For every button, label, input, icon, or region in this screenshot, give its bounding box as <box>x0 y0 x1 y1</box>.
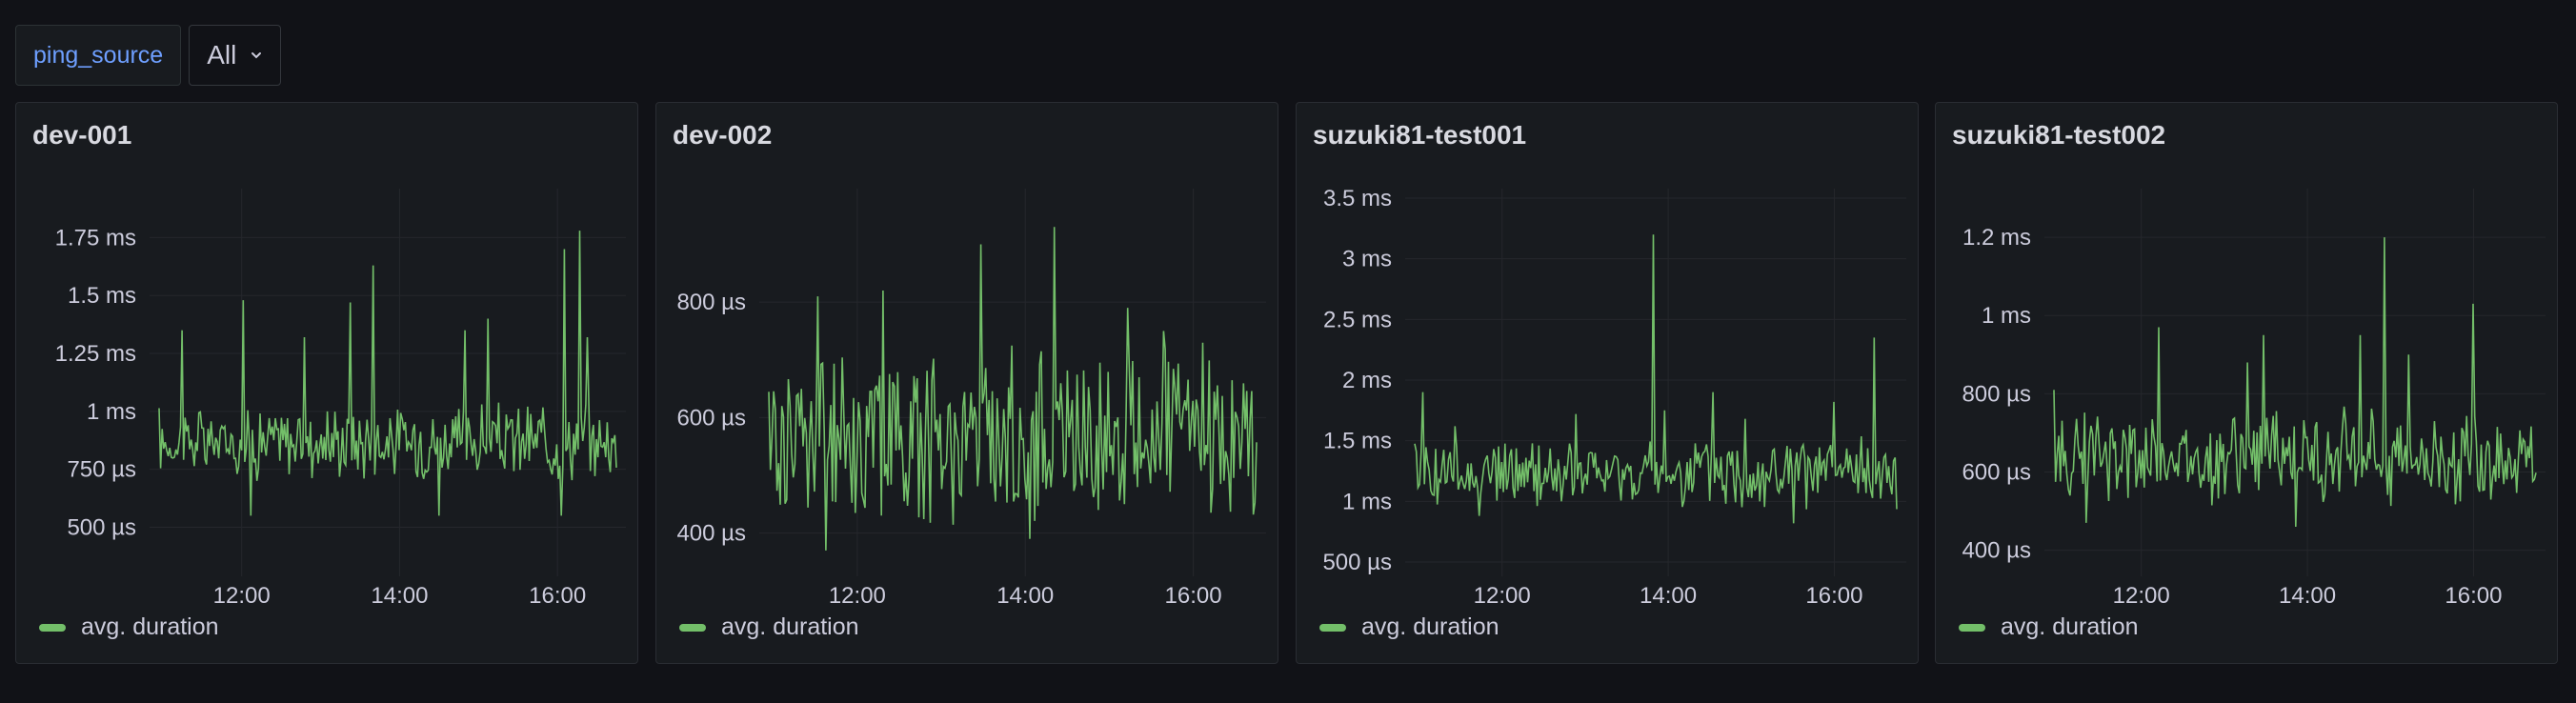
y-tick-label: 2 ms <box>1342 368 1392 393</box>
y-tick-label: 2.5 ms <box>1323 307 1392 332</box>
series-line-avg-duration[interactable] <box>768 227 1258 551</box>
variable-select-value: All <box>207 40 237 70</box>
series-line-avg-duration[interactable] <box>2053 237 2537 528</box>
legend-item[interactable]: avg. duration <box>679 613 859 641</box>
x-tick-label: 12:00 <box>2113 583 2170 609</box>
time-series-chart[interactable]: 400 µs 600 µs 800 µs 1 ms 1.2 ms 12:00 14:00 16… <box>1936 103 2559 665</box>
y-tick-label: 800 µs <box>1962 381 2031 407</box>
legend-item[interactable]: avg. duration <box>39 613 219 641</box>
y-tick-label: 1.5 ms <box>68 283 136 309</box>
legend-swatch <box>679 623 706 632</box>
x-tick-label: 16:00 <box>2445 583 2502 609</box>
x-tick-label: 14:00 <box>1640 583 1697 609</box>
series-line-avg-duration[interactable] <box>1414 234 1898 524</box>
y-tick-label: 750 µs <box>67 457 136 483</box>
panel-dev-002[interactable]: 400 µs 600 µs 800 µs 12:00 14:00 16:00 dev-002… <box>655 102 1278 664</box>
chevron-down-icon <box>252 52 262 59</box>
x-tick-label: 14:00 <box>371 583 428 609</box>
panel-dev-001[interactable]: 500 µs 750 µs 1 ms 1.25 ms 1.5 ms 1.75 ms 12:0… <box>15 102 638 664</box>
panel-suzuki81-test002[interactable]: 400 µs 600 µs 800 µs 1 ms 1.2 ms 12:00 14:00 16… <box>1935 102 2558 664</box>
x-tick-label: 16:00 <box>529 583 586 609</box>
x-tick-label: 16:00 <box>1805 583 1862 609</box>
time-series-chart[interactable]: 500 µs 750 µs 1 ms 1.25 ms 1.5 ms 1.75 ms 12:0… <box>16 103 639 665</box>
y-tick-label: 1 ms <box>1342 489 1392 514</box>
y-tick-label: 500 µs <box>1322 550 1392 575</box>
legend-label: avg. duration <box>1361 613 1499 640</box>
y-tick-label: 800 µs <box>676 290 746 315</box>
y-tick-label: 3.5 ms <box>1323 186 1392 211</box>
variables-bar: ping_source All <box>15 25 282 86</box>
panel-title: dev-001 <box>32 120 132 150</box>
y-tick-label: 400 µs <box>676 521 746 547</box>
legend-label: avg. duration <box>721 613 859 640</box>
time-series-chart[interactable]: 500 µs 1 ms 1.5 ms 2 ms 2.5 ms 3 ms 3.5 ms 12:0… <box>1297 103 1920 665</box>
x-tick-label: 12:00 <box>213 583 271 609</box>
x-tick-label: 14:00 <box>996 583 1054 609</box>
y-tick-label: 600 µs <box>1962 460 2031 486</box>
legend-item[interactable]: avg. duration <box>1959 613 2139 641</box>
time-series-chart[interactable]: 400 µs 600 µs 800 µs 12:00 14:00 16:00 <box>656 103 1279 665</box>
variable-label-ping-source: ping_source <box>15 25 182 86</box>
x-tick-label: 14:00 <box>2279 583 2336 609</box>
x-tick-label: 12:00 <box>829 583 886 609</box>
legend-swatch <box>39 623 66 632</box>
series-line-avg-duration[interactable] <box>158 231 617 516</box>
y-tick-label: 400 µs <box>1962 538 2031 564</box>
y-tick-label: 1.75 ms <box>55 225 136 251</box>
y-tick-label: 500 µs <box>67 515 136 541</box>
x-tick-label: 12:00 <box>1474 583 1531 609</box>
legend-label: avg. duration <box>81 613 219 640</box>
variable-select-ping-source[interactable]: All <box>189 25 282 86</box>
y-tick-label: 1.25 ms <box>55 341 136 367</box>
y-tick-label: 1 ms <box>1982 303 2031 329</box>
panel-title: suzuki81-test002 <box>1952 120 2166 150</box>
panel-title: suzuki81-test001 <box>1313 120 1527 150</box>
panel-suzuki81-test001[interactable]: 500 µs 1 ms 1.5 ms 2 ms 2.5 ms 3 ms 3.5 ms 12:0… <box>1296 102 1919 664</box>
y-tick-label: 1.2 ms <box>1962 225 2031 251</box>
legend-item[interactable]: avg. duration <box>1319 613 1499 641</box>
x-tick-label: 16:00 <box>1165 583 1222 609</box>
y-tick-label: 3 ms <box>1342 247 1392 272</box>
legend-label: avg. duration <box>2001 613 2139 640</box>
y-tick-label: 1.5 ms <box>1323 429 1392 454</box>
y-tick-label: 600 µs <box>676 405 746 431</box>
legend-swatch <box>1959 623 1985 632</box>
y-tick-label: 1 ms <box>87 399 136 425</box>
legend-swatch <box>1319 623 1346 632</box>
panel-title: dev-002 <box>673 120 773 150</box>
